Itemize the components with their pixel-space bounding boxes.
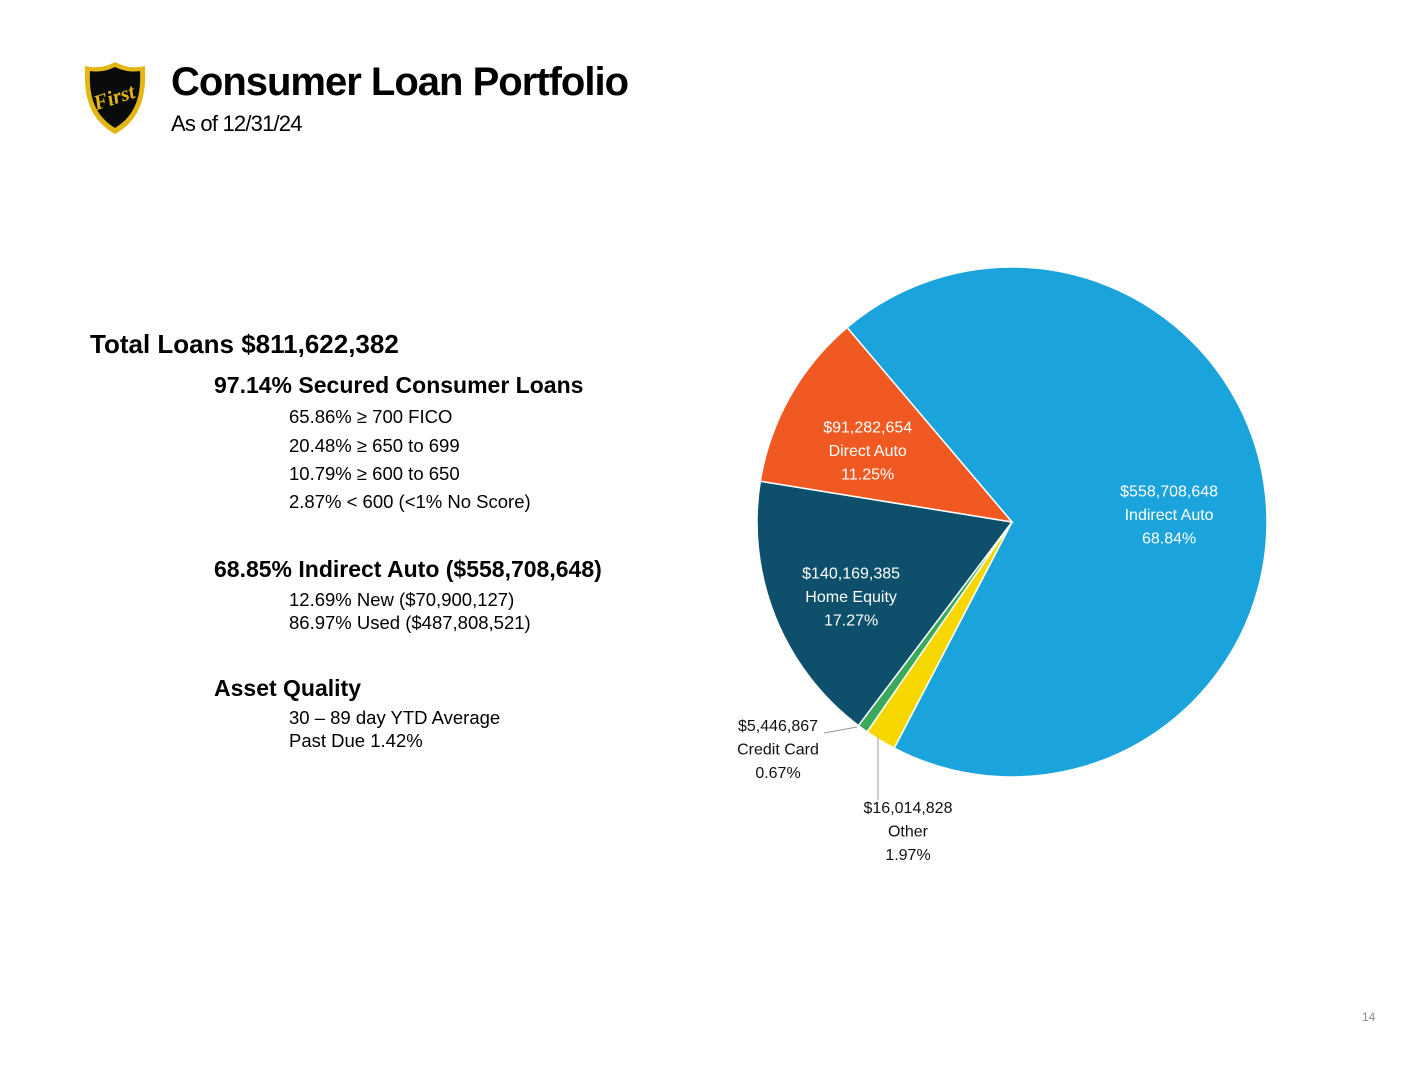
page-subtitle: As of 12/31/24 — [171, 111, 302, 136]
slice-value-label: $91,282,654 — [823, 420, 912, 437]
bank-logo: First — [84, 62, 146, 134]
leader-line — [823, 726, 858, 734]
page-title: Consumer Loan Portfolio — [171, 60, 629, 104]
secured-line: 10.79% ≥ 600 to 650 — [289, 463, 460, 484]
slice-percent-label: 1.97% — [885, 847, 930, 864]
pie-slice-indirect-auto — [846, 266, 1268, 778]
slice-name-label: Indirect Auto — [1125, 507, 1214, 524]
slice-percent-label: 0.67% — [755, 765, 800, 782]
slice-name-label: Other — [888, 824, 929, 841]
slice-name-label: Home Equity — [805, 589, 897, 606]
quality-heading: Asset Quality — [214, 675, 361, 701]
secured-line: 65.86% ≥ 700 FICO — [289, 406, 453, 427]
pie-slice-direct-auto — [759, 326, 1014, 524]
quality-line: Past Due 1.42% — [289, 730, 423, 751]
slice-percent-label: 17.27% — [824, 613, 878, 630]
secured-heading: 97.14% Secured Consumer Loans — [214, 372, 584, 398]
pie-slice-home-equity — [756, 480, 1014, 727]
slice-name-label: Credit Card — [737, 742, 819, 759]
slice-percent-label: 11.25% — [841, 467, 894, 484]
slice-value-label: $558,708,648 — [1120, 483, 1218, 500]
quality-line: 30 – 89 day YTD Average — [289, 707, 501, 728]
slice-name-label: Direct Auto — [829, 443, 907, 460]
slice-value-label: $5,446,867 — [738, 718, 818, 735]
slice-percent-label: 68.84% — [1142, 530, 1196, 547]
indirect-line: 86.97% Used ($487,808,521) — [289, 612, 531, 633]
indirect-heading: 68.85% Indirect Auto ($558,708,648) — [214, 556, 602, 582]
page-number: 14 — [1362, 1010, 1376, 1024]
loan-pie-chart: $558,708,648 Indirect Auto 68.84% $16,014,8… — [737, 266, 1268, 864]
slice-value-label: $140,169,385 — [802, 566, 900, 583]
slice-value-label: $16,014,828 — [864, 800, 953, 817]
secured-line: 20.48% ≥ 650 to 699 — [289, 435, 460, 456]
indirect-line: 12.69% New ($70,900,127) — [289, 589, 515, 610]
secured-line: 2.87% < 600 (<1% No Score) — [289, 491, 531, 512]
total-loans: Total Loans $811,622,382 — [90, 329, 399, 359]
